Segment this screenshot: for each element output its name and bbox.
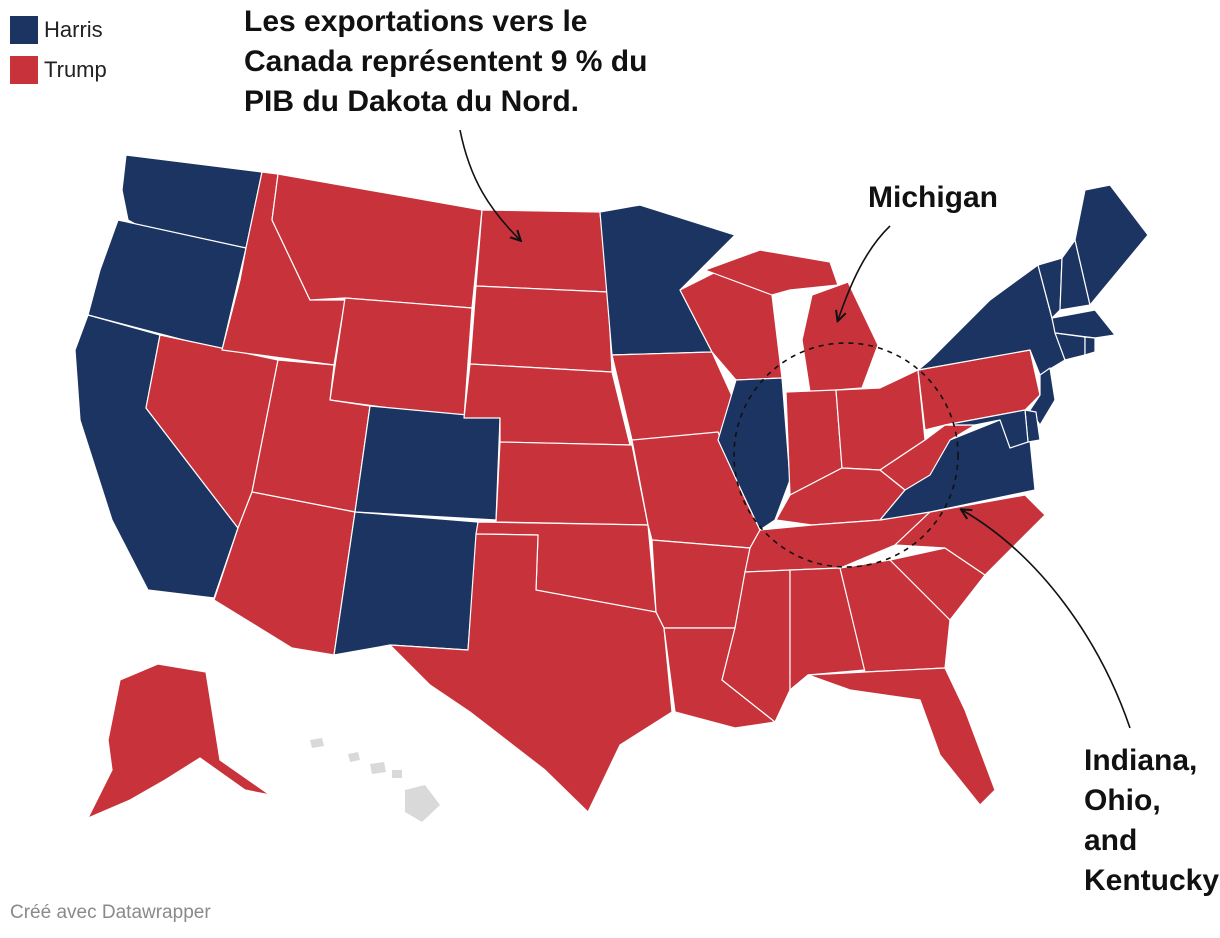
highlight-circle-midwest bbox=[733, 342, 959, 568]
state-WV bbox=[879, 424, 976, 491]
state-GA bbox=[839, 559, 951, 673]
state-IA bbox=[611, 351, 737, 441]
state-NM bbox=[333, 511, 479, 656]
state-FL bbox=[807, 667, 996, 806]
legend-label-trump: Trump bbox=[44, 57, 107, 82]
state-AK bbox=[87, 663, 271, 819]
state-MD bbox=[944, 409, 1029, 449]
state-KS bbox=[495, 441, 649, 526]
legend: Harris Trump bbox=[10, 10, 107, 90]
annotation-midwest: Indiana, Ohio, and Kentucky bbox=[1084, 744, 1220, 897]
state-AR bbox=[651, 539, 751, 629]
state-HI bbox=[310, 738, 440, 822]
state-SD bbox=[469, 285, 613, 373]
arrow-north-dakota bbox=[459, 129, 520, 240]
state-CO bbox=[354, 405, 501, 521]
state-MI-upper bbox=[704, 249, 839, 296]
legend-item-harris: Harris bbox=[10, 10, 107, 50]
state-IL bbox=[717, 377, 791, 531]
annotation-north-dakota: Les exportations vers le Canada représen… bbox=[244, 5, 648, 118]
arrow-midwest bbox=[962, 510, 1131, 729]
state-TX bbox=[389, 533, 673, 813]
state-MA bbox=[1051, 309, 1116, 339]
arrow-michigan bbox=[838, 225, 891, 320]
state-OR bbox=[87, 219, 247, 351]
legend-swatch-trump bbox=[10, 56, 38, 84]
state-ME bbox=[1074, 184, 1149, 306]
state-WY bbox=[329, 297, 473, 419]
state-MI bbox=[801, 281, 879, 393]
state-ND bbox=[475, 209, 609, 293]
state-AL bbox=[789, 567, 866, 691]
annotation-michigan: Michigan bbox=[868, 181, 999, 214]
legend-swatch-harris bbox=[10, 16, 38, 44]
state-RI bbox=[1084, 336, 1096, 356]
legend-item-trump: Trump bbox=[10, 50, 107, 90]
datawrapper-credit: Créé avec Datawrapper bbox=[10, 902, 211, 923]
legend-label-harris: Harris bbox=[44, 17, 103, 42]
state-NJ bbox=[1029, 367, 1056, 426]
